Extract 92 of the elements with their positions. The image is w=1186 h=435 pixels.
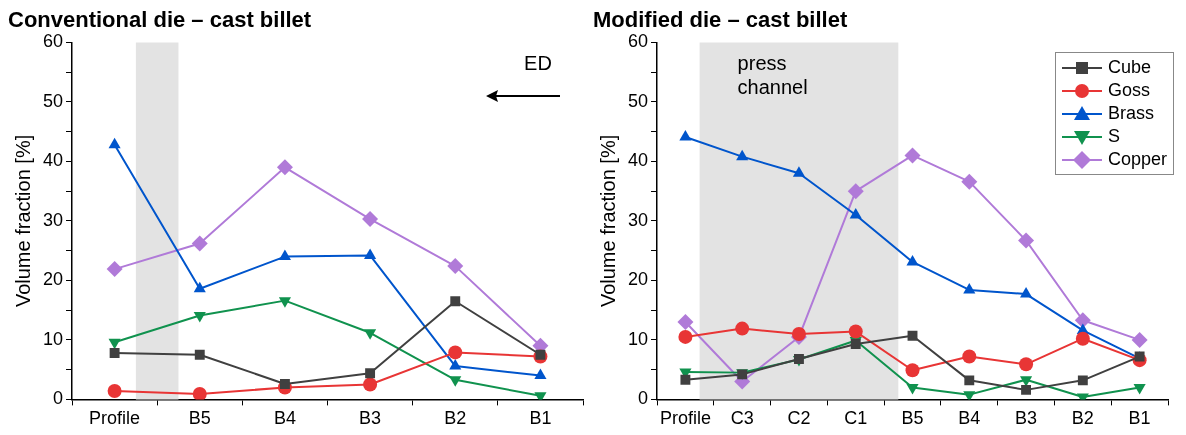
y-tick-label: 0 [638, 388, 649, 409]
y-tick-label: 50 [627, 90, 649, 111]
point [905, 363, 920, 378]
x-tick-label: C3 [730, 408, 754, 429]
x-tick-label: B3 [359, 408, 382, 429]
legend-label: S [1107, 126, 1120, 147]
y-tick-label: 40 [42, 150, 64, 171]
point [535, 349, 546, 360]
point [109, 348, 120, 358]
point [1019, 357, 1034, 372]
x-tick-label: C2 [787, 408, 811, 429]
annotation: ED [524, 51, 552, 74]
y-tick-label: 10 [627, 328, 649, 349]
y-tick-label: 0 [53, 388, 64, 409]
legend-label: Brass [1107, 103, 1154, 124]
point [791, 326, 806, 341]
y-tick-label: 60 [627, 31, 649, 52]
y-axis-title: Volume fraction [%] [11, 134, 34, 308]
point [279, 378, 290, 389]
y-axis-title: Volume fraction [%] [596, 134, 619, 308]
x-tick-label: B1 [1128, 408, 1151, 429]
legend-label: Copper [1107, 149, 1167, 170]
point [364, 329, 377, 340]
point [906, 254, 919, 266]
point [677, 314, 694, 331]
point [448, 345, 463, 360]
point [193, 281, 206, 293]
point [906, 384, 919, 395]
point [194, 349, 205, 360]
x-tick-label: B4 [958, 408, 981, 429]
x-tick-label: B1 [529, 408, 552, 429]
x-tick-label: B4 [273, 408, 296, 429]
point [192, 387, 207, 400]
point [362, 211, 379, 228]
x-tick-label: Profile [89, 408, 141, 429]
y-tick-label: 60 [42, 31, 64, 52]
point [449, 376, 462, 387]
chart-title: Modified die – cast billet [593, 7, 848, 33]
point [276, 159, 293, 176]
y-tick-label: 40 [627, 150, 649, 171]
point [1020, 287, 1033, 298]
point [1075, 331, 1090, 346]
point [1133, 384, 1146, 395]
point [904, 147, 921, 164]
x-tick-label: B5 [901, 408, 924, 429]
point [848, 324, 863, 339]
point [849, 207, 862, 219]
point [278, 249, 291, 261]
point [450, 296, 461, 307]
point [1074, 312, 1091, 329]
point [108, 137, 121, 149]
point [363, 377, 378, 392]
x-tick-label: C1 [844, 408, 868, 429]
point [907, 330, 918, 341]
y-tick-label: 30 [42, 209, 64, 230]
point [106, 261, 123, 278]
point [736, 149, 749, 161]
point [1131, 331, 1148, 348]
point [964, 375, 975, 386]
point [680, 374, 691, 385]
point [449, 359, 462, 370]
point [191, 235, 208, 252]
legend-label: Goss [1107, 80, 1150, 101]
x-tick-label: B2 [444, 408, 467, 429]
point [961, 173, 978, 190]
y-tick-label: 20 [42, 269, 64, 290]
y-tick-label: 50 [42, 90, 64, 111]
x-tick-label: B3 [1015, 408, 1038, 429]
point [365, 368, 376, 379]
point [364, 248, 377, 259]
point [447, 258, 464, 275]
point [735, 321, 750, 336]
x-tick-label: B5 [188, 408, 211, 429]
band-label: press channel [737, 51, 808, 98]
y-tick-label: 20 [627, 269, 649, 290]
point [962, 349, 977, 364]
point [1021, 384, 1032, 395]
point [847, 183, 864, 200]
point [1018, 232, 1035, 249]
point [678, 329, 693, 344]
point [1077, 375, 1088, 386]
point [792, 166, 806, 177]
y-tick-label: 30 [627, 209, 649, 230]
point [107, 384, 122, 399]
legend-label: Cube [1107, 57, 1151, 78]
point [679, 130, 692, 141]
x-tick-label: Profile [659, 408, 711, 429]
x-tick-label: B2 [1071, 408, 1094, 429]
chart-title: Conventional die – cast billet [8, 7, 312, 33]
point [534, 368, 547, 380]
y-tick-label: 10 [42, 328, 64, 349]
point [963, 282, 976, 294]
